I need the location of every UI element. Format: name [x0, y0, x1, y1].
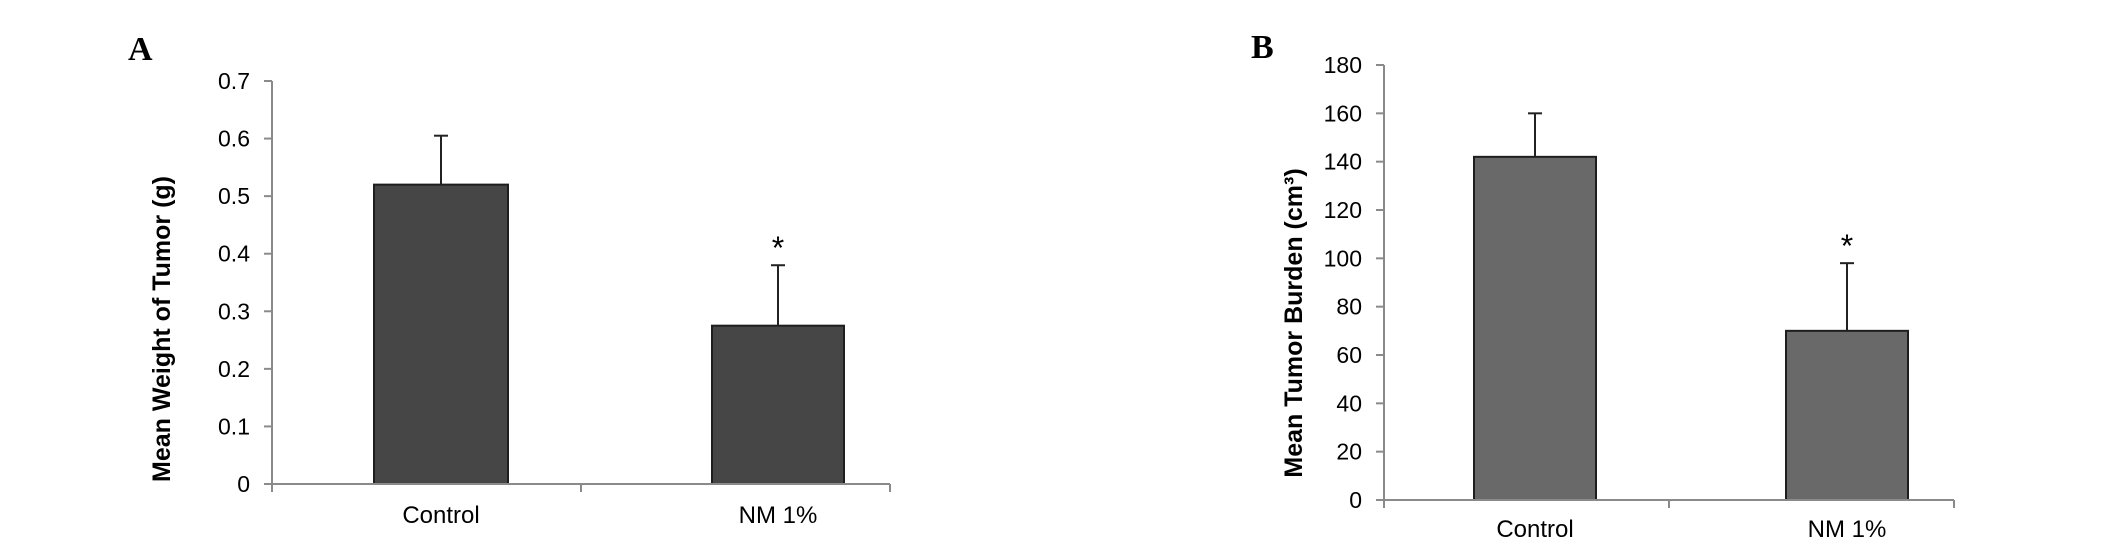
bar-group-b: *: [1473, 112, 1909, 502]
category-label-a-1: NM 1%: [739, 502, 818, 529]
bar-b-1: [1785, 329, 1909, 502]
chart-panel-b: B Mean Tumor Burden (cm³) 0 20 40 60 80 100 12…: [1251, 29, 1955, 542]
bar-group-a: *: [373, 134, 845, 485]
category-labels-a: Control NM 1%: [402, 502, 817, 529]
y-axis-title-b: Mean Tumor Burden (cm³): [1280, 168, 1308, 477]
y-tick-label-b-4: 80: [1336, 294, 1362, 320]
y-tick-label-b-5: 100: [1324, 245, 1362, 271]
y-tick-label-b-2: 40: [1336, 390, 1362, 416]
y-axis-title-a: Mean Weight of Tumor (g): [148, 176, 176, 482]
panel-letter-a: A: [128, 31, 153, 68]
y-tick-label-a-5: 0.5: [218, 183, 250, 209]
y-tick-label-b-3: 60: [1336, 342, 1362, 368]
bar-b-0: [1473, 155, 1597, 501]
y-tick-group-b: 0 20 40 60 80 100 120 140 160 180: [1324, 52, 1384, 513]
chart-panel-a: A Mean Weight of Tumor (g) 0 0.1 0.2 0.3 0.4…: [128, 31, 891, 529]
axes-a: [271, 81, 891, 492]
y-tick-label-a-2: 0.2: [218, 356, 250, 382]
y-tick-label-a-3: 0.3: [218, 298, 250, 324]
y-tick-label-b-7: 140: [1324, 149, 1362, 175]
y-tick-label-b-6: 120: [1324, 197, 1362, 223]
y-tick-label-a-6: 0.6: [218, 126, 250, 152]
bar-a-1: [711, 324, 845, 485]
category-labels-b: Control NM 1%: [1496, 516, 1886, 542]
category-label-b-0: Control: [1496, 516, 1573, 542]
panel-letter-b: B: [1251, 29, 1274, 66]
significance-mark-a-1: *: [772, 230, 784, 266]
y-tick-label-b-9: 180: [1324, 52, 1362, 78]
axes-b: [1383, 65, 1955, 508]
significance-mark-b-1: *: [1841, 228, 1853, 264]
y-tick-label-b-0: 0: [1349, 487, 1362, 513]
y-tick-label-a-4: 0.4: [218, 241, 250, 267]
y-tick-label-b-8: 160: [1324, 100, 1362, 126]
y-tick-label-b-1: 20: [1336, 439, 1362, 465]
category-label-b-1: NM 1%: [1808, 516, 1887, 542]
category-label-a-0: Control: [402, 502, 479, 529]
y-tick-label-a-7: 0.7: [218, 68, 250, 94]
y-tick-group-a: 0 0.1 0.2 0.3 0.4 0.5 0.6 0.7: [218, 68, 272, 497]
y-tick-label-a-1: 0.1: [218, 413, 250, 439]
y-tick-label-a-0: 0: [237, 471, 250, 497]
bar-a-0: [373, 183, 509, 485]
